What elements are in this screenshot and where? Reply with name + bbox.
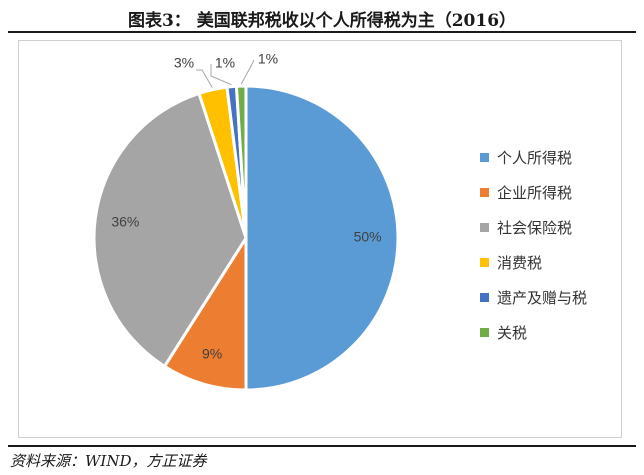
legend-label: 遗产及赠与税 xyxy=(497,289,588,307)
legend: 个人所得税企业所得税社会保险税消费税遗产及赠与税 关税 xyxy=(480,140,587,350)
legend-item-3: 社会保险税 xyxy=(480,210,587,245)
bottom-rule xyxy=(8,445,636,447)
top-rule xyxy=(8,31,636,33)
legend-label: 企业所得税 xyxy=(497,184,573,202)
leader-line-4 xyxy=(196,69,213,88)
legend-label: 个人所得税 xyxy=(497,149,573,167)
legend-label: 消费税 xyxy=(497,254,543,272)
legend-item-2: 企业所得税 xyxy=(480,175,587,210)
legend-item-4: 消费税 xyxy=(480,245,587,280)
leader-line-6 xyxy=(240,59,255,85)
chart-title: 图表3： 美国联邦税收以个人所得税为主（2016） xyxy=(127,11,517,31)
legend-label: 社会保险税 xyxy=(497,219,573,237)
title-bar: 图表3： 美国联邦税收以个人所得税为主（2016） xyxy=(0,0,644,31)
pie-slice-1 xyxy=(244,84,400,392)
legend-label: 关税 xyxy=(497,324,528,342)
pie-slice-2 xyxy=(163,236,248,392)
pie-chart: 50% 9% 36% 3% 1% 1% xyxy=(92,51,400,392)
legend-swatch xyxy=(480,328,489,337)
data-label-5: 1% xyxy=(215,55,235,71)
leader-lines xyxy=(196,59,255,88)
data-labels: 50% 9% 36% 3% 1% 1% xyxy=(111,51,381,362)
pie-slices xyxy=(92,84,400,392)
data-label-6: 1% xyxy=(258,51,278,67)
data-label-4: 3% xyxy=(174,55,194,71)
legend-item-6: 关税 xyxy=(480,315,587,350)
data-label-2: 9% xyxy=(202,345,222,361)
legend-swatch xyxy=(480,258,489,267)
pie-slice-3 xyxy=(92,91,248,368)
pie-slice-6 xyxy=(234,84,248,240)
legend-swatch xyxy=(480,293,489,302)
legend-swatch xyxy=(480,223,489,232)
source-note: 资料来源：WIND，方正证券 xyxy=(10,452,207,470)
chart-frame xyxy=(18,40,622,438)
legend-swatch xyxy=(480,188,489,197)
legend-item-5: 遗产及赠与税 xyxy=(480,280,587,315)
data-label-1: 50% xyxy=(354,229,382,245)
legend-swatch xyxy=(480,153,489,162)
legend-item-1: 个人所得税 xyxy=(480,140,587,175)
leader-line-5 xyxy=(210,64,232,86)
data-label-3: 36% xyxy=(111,213,139,229)
